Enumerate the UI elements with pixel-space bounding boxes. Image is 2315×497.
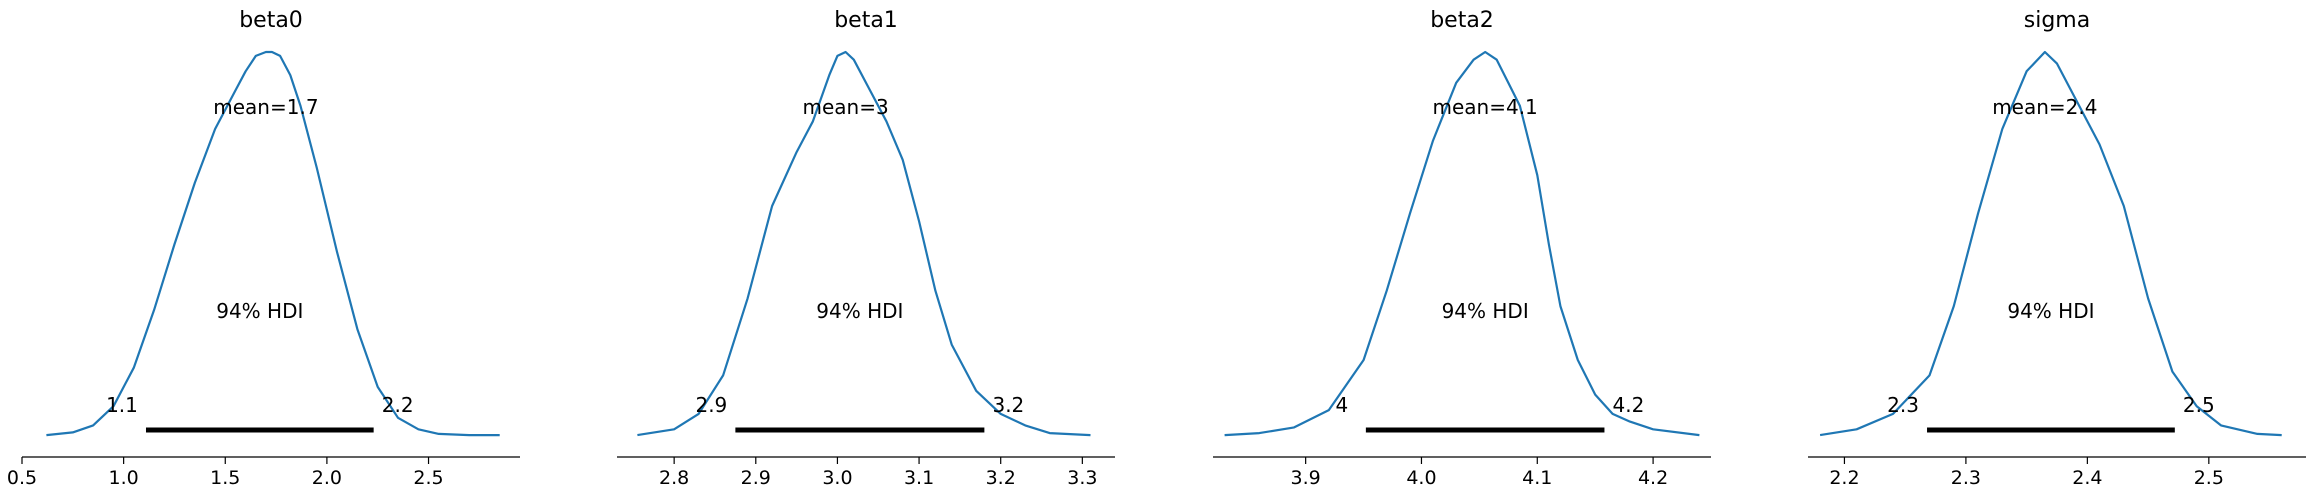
x-tick-label: 1.0	[109, 467, 139, 489]
hdi-lower-label: 4	[1336, 393, 1349, 417]
x-tick-label: 3.3	[1067, 467, 1097, 489]
chart-panel: sigma mean=2.4 94% HDI 2.3 2.5 2.2 2.3 2.4 2.5	[1808, 8, 2306, 489]
density-curve	[1819, 50, 2282, 437]
mean-label: mean=1.7	[213, 95, 318, 119]
x-tick-label: 2.5	[2194, 467, 2224, 489]
x-tick-label: 2.4	[2072, 467, 2102, 489]
chart-panel: beta0 mean=1.7 94% HDI 1.1 2.2 0.5 1.0 1.5 2.0 2.…	[7, 8, 520, 489]
x-tick-label: 3.2	[986, 467, 1016, 489]
x-tick-label: 4.2	[1638, 467, 1668, 489]
chart-title: beta1	[834, 8, 898, 33]
hdi-label: 94% HDI	[2007, 299, 2094, 323]
mean-label: mean=2.4	[1992, 95, 2097, 119]
x-tick-label: 3.9	[1291, 467, 1321, 489]
hdi-upper-label: 3.2	[992, 393, 1024, 417]
hdi-label: 94% HDI	[816, 299, 903, 323]
hdi-label: 94% HDI	[1442, 299, 1529, 323]
hdi-upper-label: 4.2	[1613, 393, 1645, 417]
hdi-lower-label: 1.1	[106, 393, 138, 417]
x-tick-label: 2.2	[1829, 467, 1859, 489]
chart-title: beta0	[239, 8, 303, 33]
x-tick-label: 3.1	[904, 467, 934, 489]
chart-title: sigma	[2024, 8, 2090, 33]
mean-label: mean=4.1	[1433, 95, 1538, 119]
mean-label: mean=3	[802, 95, 888, 119]
x-tick-label: 2.9	[741, 467, 771, 489]
x-tick-label: 2.5	[413, 467, 443, 489]
density-curve	[46, 50, 500, 437]
x-tick-label: 4.0	[1406, 467, 1436, 489]
x-tick-label: 2.3	[1951, 467, 1981, 489]
density-curve	[1224, 50, 1700, 437]
density-curve	[637, 50, 1091, 437]
chart-panel: beta2 mean=4.1 94% HDI 4 4.2 3.9 4.0 4.1 4.2	[1213, 8, 1711, 489]
x-tick-label: 4.1	[1522, 467, 1552, 489]
hdi-lower-label: 2.9	[695, 393, 727, 417]
x-tick-label: 3.0	[822, 467, 852, 489]
hdi-upper-label: 2.2	[382, 393, 414, 417]
chart-panel: beta1 mean=3 94% HDI 2.9 3.2 2.8 2.9 3.0 3.1 3.2 3…	[617, 8, 1115, 489]
x-tick-label: 1.5	[210, 467, 240, 489]
chart-title: beta2	[1430, 8, 1494, 33]
hdi-lower-label: 2.3	[1887, 393, 1919, 417]
hdi-upper-label: 2.5	[2183, 393, 2215, 417]
x-tick-label: 2.8	[659, 467, 689, 489]
x-tick-label: 2.0	[312, 467, 342, 489]
hdi-label: 94% HDI	[216, 299, 303, 323]
x-tick-label: 0.5	[7, 467, 37, 489]
